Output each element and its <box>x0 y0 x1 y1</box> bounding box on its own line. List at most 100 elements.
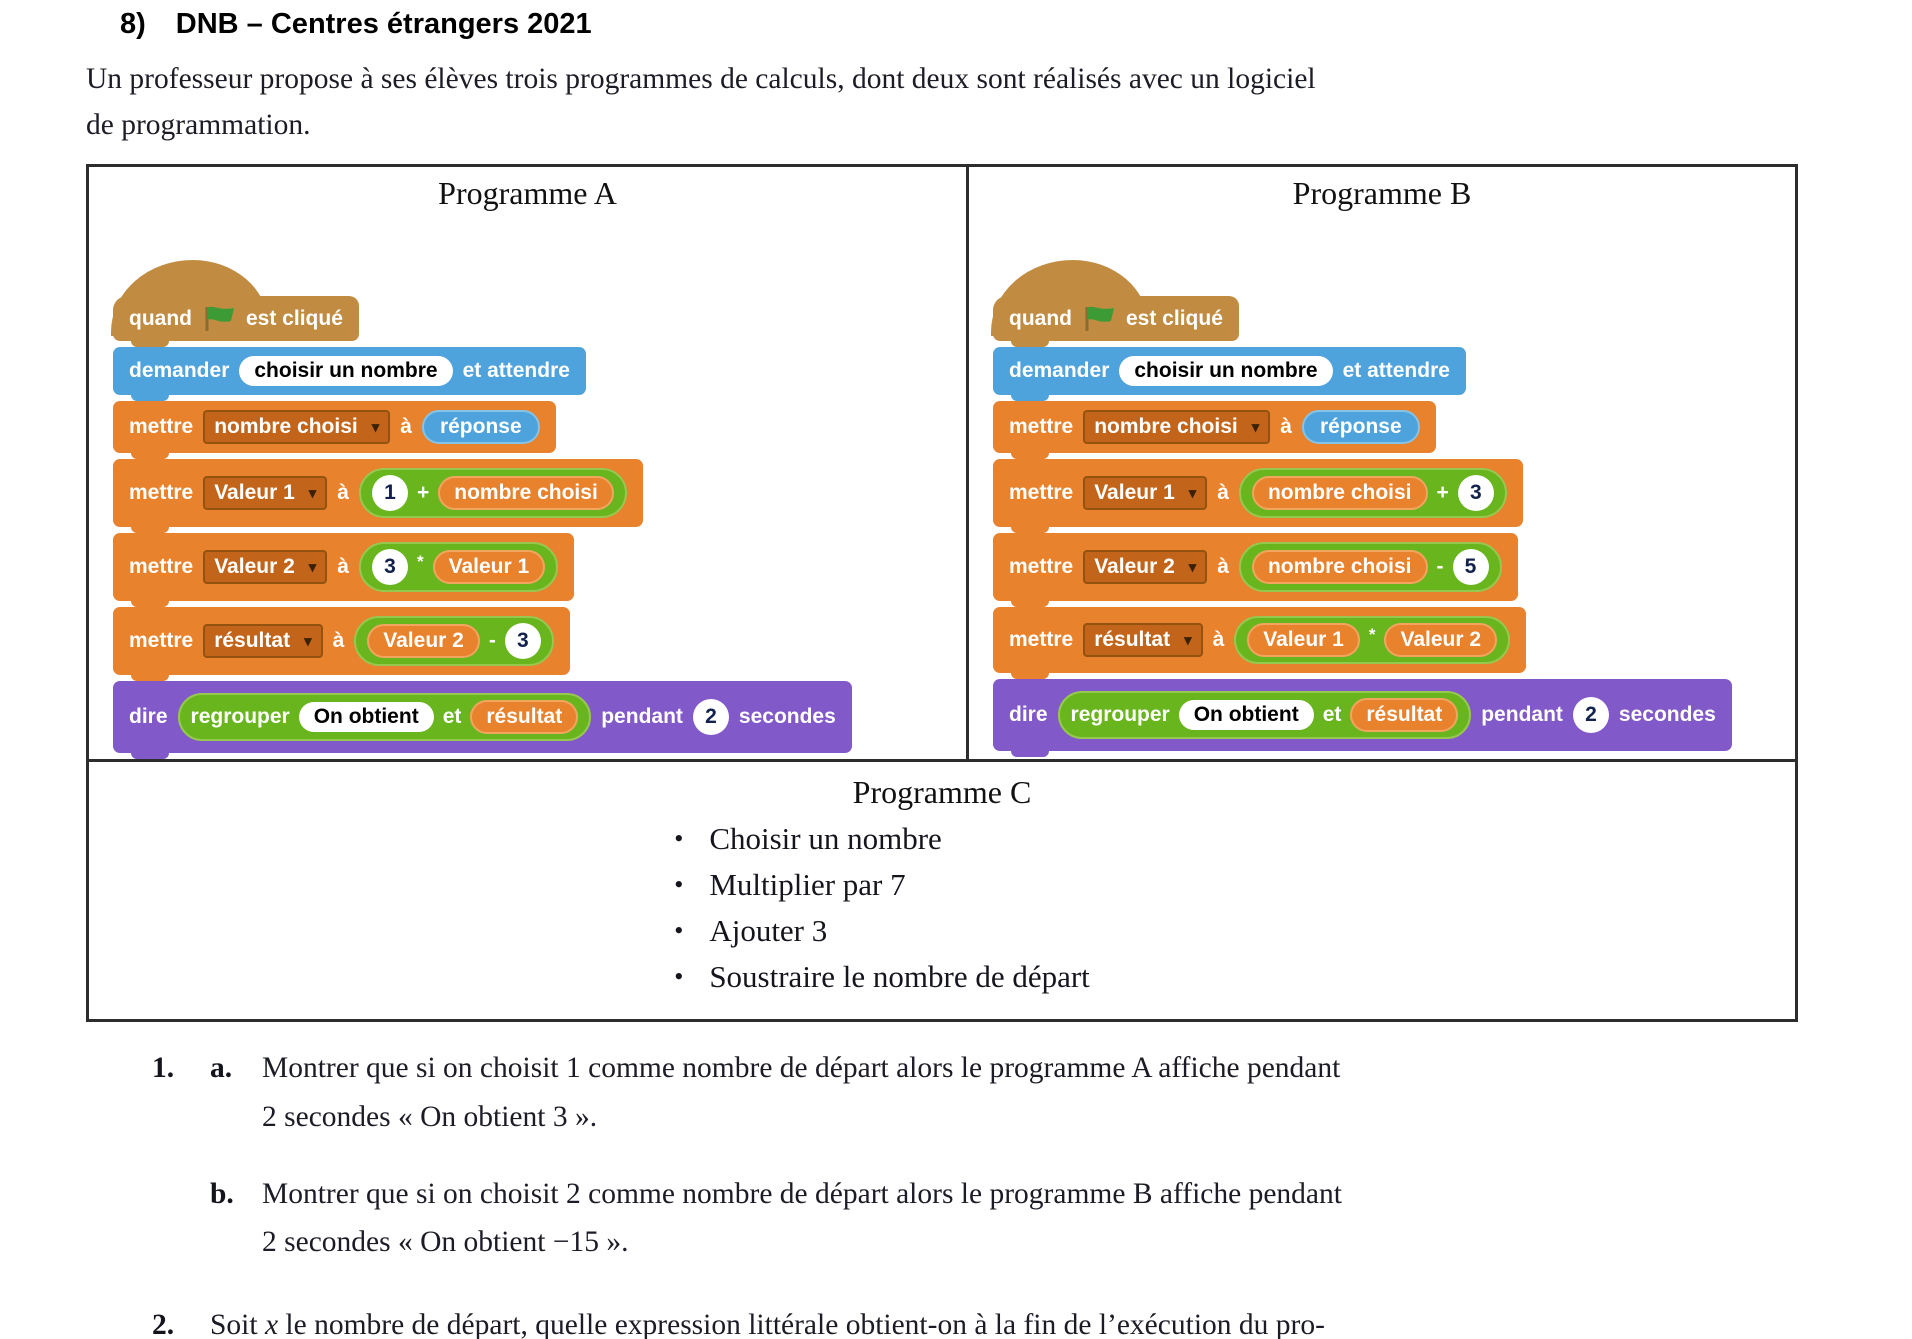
block-label: à <box>1280 415 1292 439</box>
block-label: à <box>332 629 345 653</box>
block-label: mettre <box>129 629 194 653</box>
question-1a: 1. a. Montrer que si on choisit 1 comme … <box>152 1044 1820 1141</box>
number-oval: 3 <box>1457 475 1494 512</box>
set-variable-block: mettre nombre choisi ▾ à réponse <box>993 401 1436 460</box>
list-item: • Soustraire le nombre de départ <box>674 959 1090 995</box>
step-text: Multiplier par 7 <box>709 867 906 903</box>
minus-sign: - <box>1436 555 1444 579</box>
ask-text-oval: choisir un nombre <box>1119 356 1333 387</box>
when-flag-clicked-block: quand est cliqué <box>991 260 1239 348</box>
step-text: Ajouter 3 <box>709 913 828 949</box>
block-label: dire <box>1009 703 1048 727</box>
intro-paragraph: Un professeur propose à ses élèves trois… <box>86 57 1831 148</box>
answer-reporter: réponse <box>1301 410 1420 445</box>
dropdown-value: Valeur 2 <box>214 555 295 579</box>
number-oval: 2 <box>692 699 729 736</box>
variable-oval: résultat <box>470 700 579 735</box>
operator-add: 1 + nombre choisi <box>358 468 627 519</box>
number-oval: 3 <box>371 549 408 586</box>
program-b-cell: Programme B quand est cliqué demander ch… <box>969 167 1795 759</box>
block-label: quand <box>1009 306 1072 330</box>
join-operator: regrouper On obtient et résultat <box>177 693 592 742</box>
dropdown-value: Valeur 1 <box>1094 481 1175 505</box>
list-item: • Ajouter 3 <box>674 913 1090 949</box>
bullet-icon: • <box>674 824 684 854</box>
program-a-title: Programme A <box>438 175 617 212</box>
math-variable: x <box>264 1309 279 1339</box>
bullet-icon: • <box>674 916 684 946</box>
plus-sign: + <box>416 481 430 505</box>
variable-dropdown: résultat ▾ <box>1083 623 1203 658</box>
list-item: • Multiplier par 7 <box>674 867 1090 903</box>
variable-dropdown: Valeur 1 ▾ <box>1083 476 1208 511</box>
question-letter: a. <box>210 1052 233 1085</box>
block-label: demander <box>1009 359 1110 383</box>
dropdown-value: résultat <box>214 629 291 653</box>
dropdown-arrow-icon: ▾ <box>308 558 317 576</box>
block-label: et <box>442 705 462 729</box>
block-label: est cliqué <box>246 306 343 330</box>
block-label: à <box>337 555 349 579</box>
operator-multiply: Valeur 1 * Valeur 2 <box>1234 616 1511 665</box>
number-oval: 2 <box>1572 697 1609 734</box>
question-line: Montrer que si on choisit 1 comme nombre… <box>262 1052 1341 1085</box>
block-label: dire <box>129 705 168 729</box>
block-label: à <box>1217 481 1229 505</box>
variable-oval: Valeur 1 <box>1247 623 1360 658</box>
block-label: à <box>1217 555 1229 579</box>
scratch-script-a: quand est cliqué demander choisir un nom… <box>111 256 966 760</box>
ask-text-oval: choisir un nombre <box>239 356 453 387</box>
block-label: quand <box>129 306 192 330</box>
block-label: regrouper <box>1070 703 1170 727</box>
operator-add: nombre choisi + 3 <box>1238 468 1507 519</box>
ask-and-wait-block: demander choisir un nombre et attendre <box>993 347 1466 402</box>
set-variable-block: mettre résultat ▾ à Valeur 1 * Valeur 2 <box>993 607 1527 680</box>
dropdown-arrow-icon: ▾ <box>1251 418 1260 436</box>
step-text: Choisir un nombre <box>709 821 942 857</box>
program-a-cell: Programme A quand est cliqué demander ch… <box>89 167 969 760</box>
programs-table: Programme A quand est cliqué demander ch… <box>86 164 1798 1023</box>
block-label: à <box>1212 628 1225 652</box>
block-label: secondes <box>738 705 836 729</box>
dropdown-arrow-icon: ▾ <box>1188 484 1197 502</box>
variable-oval: nombre choisi <box>438 476 614 511</box>
join-operator: regrouper On obtient et résultat <box>1057 691 1472 740</box>
number-oval: 5 <box>1452 549 1489 586</box>
variable-dropdown: nombre choisi ▾ <box>203 410 391 445</box>
say-for-seconds-block: dire regrouper On obtient et résultat pe… <box>993 679 1732 758</box>
question-line: 2 secondes « On obtient −15 ». <box>262 1226 629 1259</box>
block-label: mettre <box>1009 481 1074 505</box>
program-c-cell: Programme C • Choisir un nombre • Multipli… <box>89 759 1795 1019</box>
block-label: mettre <box>1009 415 1074 439</box>
variable-dropdown: Valeur 2 ▾ <box>203 550 328 585</box>
question-number: 1. <box>152 1052 175 1085</box>
variable-dropdown: Valeur 2 ▾ <box>1083 550 1208 585</box>
set-variable-block: mettre Valeur 2 ▾ à 3 * Valeur 1 <box>113 533 575 608</box>
multiply-sign: * <box>416 552 424 572</box>
dropdown-value: nombre choisi <box>214 415 358 439</box>
block-label: à <box>337 481 349 505</box>
block-label: et attendre <box>462 359 570 383</box>
intro-line-2: de programmation. <box>86 108 311 141</box>
variable-oval: Valeur 2 <box>367 624 480 659</box>
variable-oval: Valeur 1 <box>432 550 546 585</box>
answer-reporter: réponse <box>421 410 540 445</box>
block-label: secondes <box>1618 703 1716 727</box>
set-variable-block: mettre Valeur 1 ▾ à nombre choisi + 3 <box>993 459 1523 534</box>
question-number: 2. <box>152 1309 175 1339</box>
question-2: 2. Soit x le nombre de départ, quelle ex… <box>152 1301 1820 1339</box>
block-label: mettre <box>129 481 194 505</box>
block-label: est cliqué <box>1126 306 1223 330</box>
dropdown-value: résultat <box>1094 628 1171 652</box>
bullet-icon: • <box>674 962 684 992</box>
question-line: Montrer que si on choisit 2 comme nombre… <box>262 1177 1342 1210</box>
dropdown-value: nombre choisi <box>1094 415 1238 439</box>
program-b-title: Programme B <box>1292 175 1472 212</box>
variable-oval: nombre choisi <box>1251 476 1428 511</box>
join-text-oval: On obtient <box>1178 700 1314 731</box>
dropdown-arrow-icon: ▾ <box>308 484 317 502</box>
set-variable-block: mettre Valeur 2 ▾ à nombre choisi - 5 <box>993 533 1518 608</box>
dropdown-value: Valeur 2 <box>1094 555 1175 579</box>
variable-dropdown: résultat ▾ <box>203 624 323 659</box>
